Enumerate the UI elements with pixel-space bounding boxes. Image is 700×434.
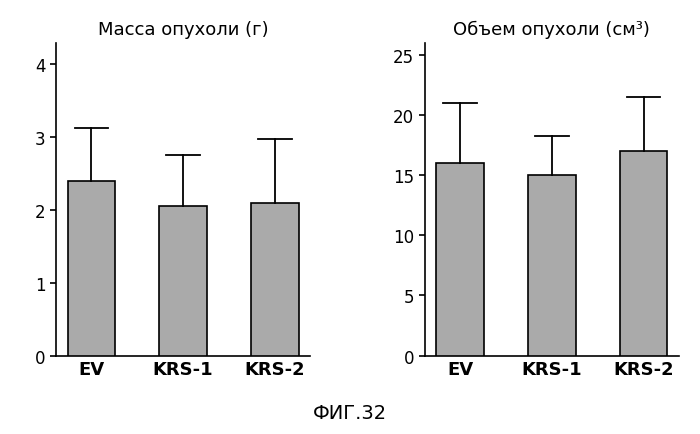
Bar (436, 164, 484, 356)
Bar (68, 181, 116, 356)
Text: ФИГ.32: ФИГ.32 (313, 403, 387, 422)
Bar (620, 151, 667, 356)
Bar (251, 203, 299, 356)
Bar (528, 176, 575, 356)
Bar (160, 207, 207, 356)
Title: Объем опухоли (см³): Объем опухоли (см³) (454, 21, 650, 39)
Title: Масса опухоли (г): Масса опухоли (г) (98, 21, 269, 39)
